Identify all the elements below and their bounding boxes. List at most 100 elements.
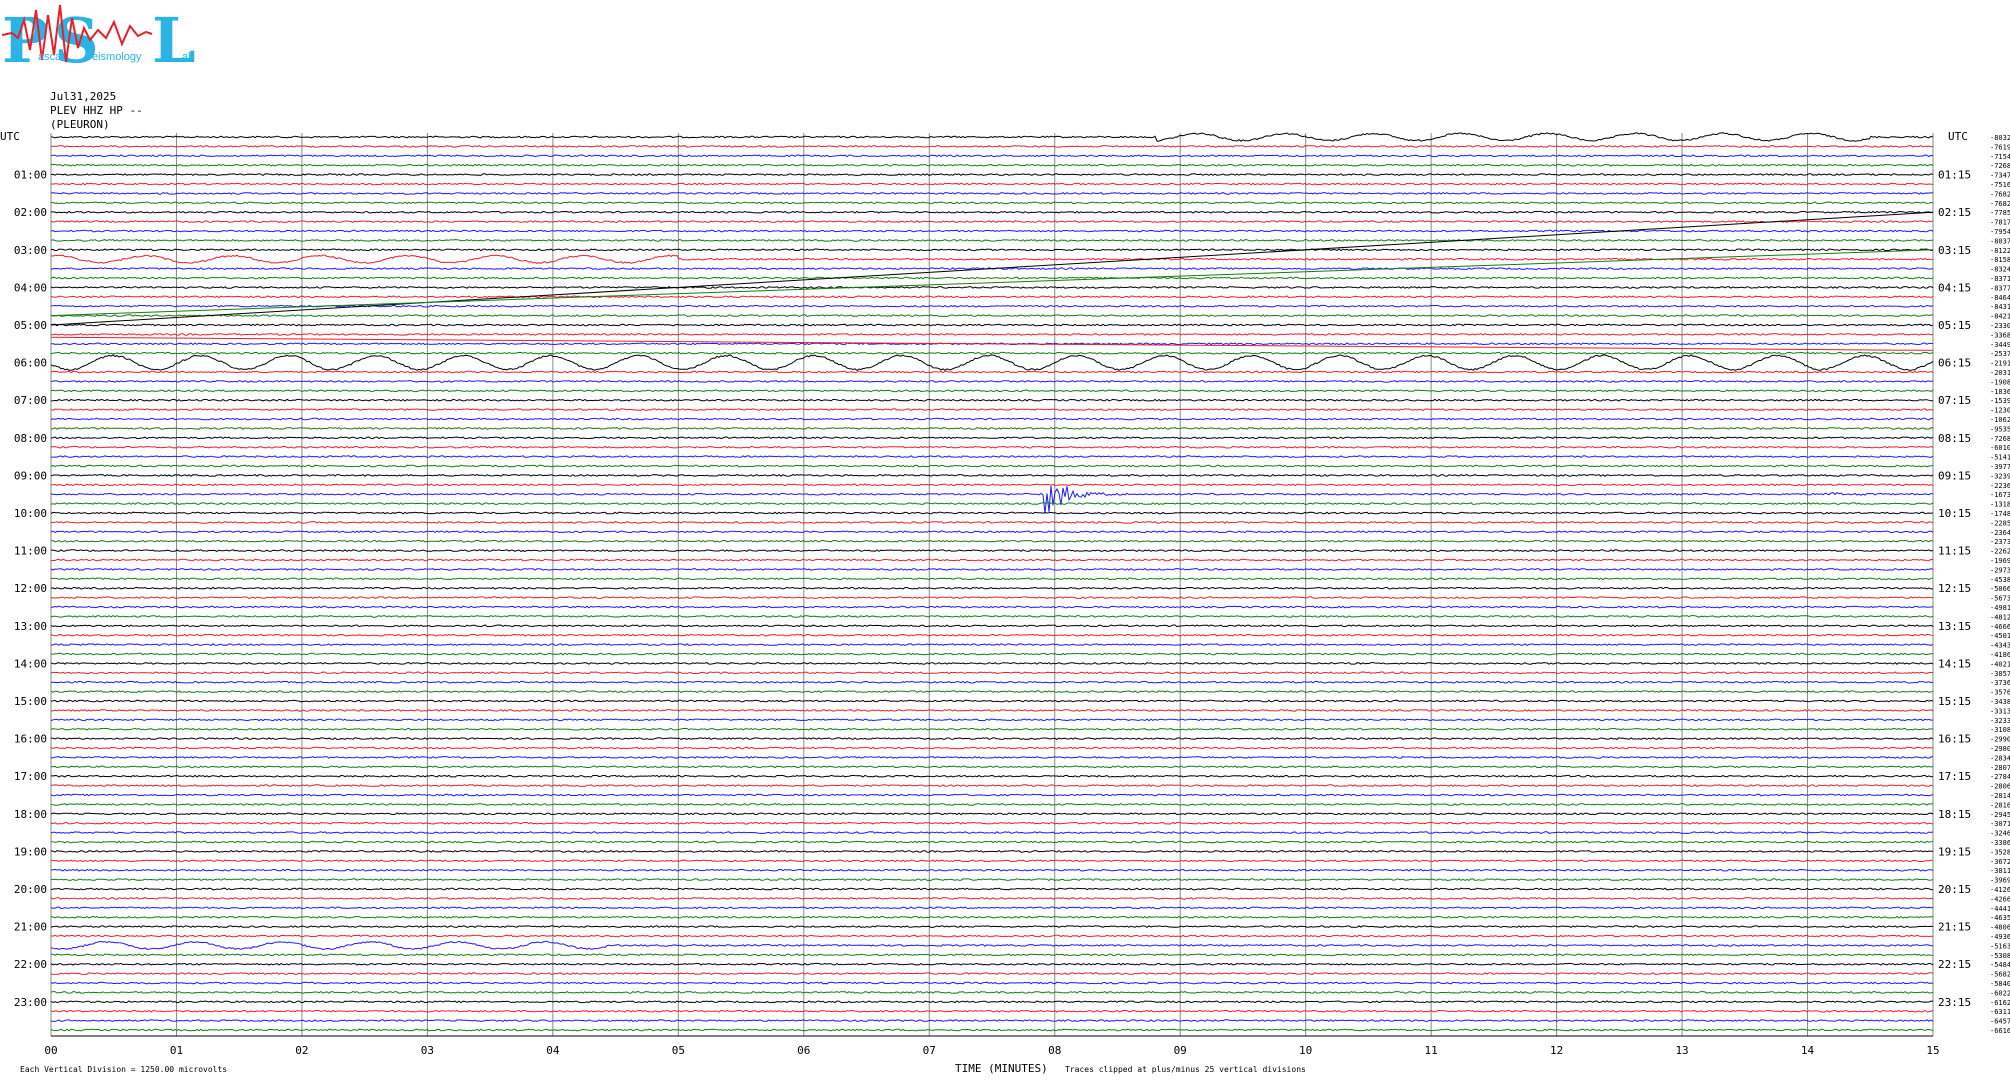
left-hour-label: 13:00 [14,620,47,633]
trace-offset-label: -3857 [1990,670,2010,678]
seismic-trace [50,925,1934,929]
seismic-trace [51,868,1934,872]
station-site: (PLEURON) [50,118,110,131]
left-hour-label: 23:00 [14,996,47,1009]
trace-offset-label: -2945 [1990,811,2010,819]
left-hour-label: 18:00 [14,808,47,821]
left-hour-label: 02:00 [14,206,47,219]
trace-offset-label: -6311 [1990,1008,2010,1016]
seismic-trace [50,417,1934,421]
seismic-trace [50,940,1933,951]
trace-offset-label: -7785 [1990,209,2010,217]
trace-offset-label: -20316 [1990,369,2010,377]
left-hour-label: 12:00 [14,582,47,595]
logo-seismogram-wave [2,4,153,63]
trace-offset-label: -2973 [1990,566,2010,574]
trace-offset-label: -2373 [1990,538,2010,546]
trace-offset-label: -2980 [1990,745,2010,753]
clip-note: Traces clipped at plus/minus 25 vertical… [1065,1065,1306,1074]
x-tick-label: 14 [1801,1044,1815,1057]
seismic-trace [50,398,1934,402]
station-channel: PLEV HHZ HP -- [50,104,143,117]
x-tick-label: 11 [1425,1044,1438,1057]
seismic-trace [50,708,1934,712]
drifting-trace [50,249,1934,317]
trace-offset-label: -4126 [1990,886,2010,894]
logo-subtext-pascal: ascal [38,51,64,63]
seismic-trace [50,132,1934,142]
trace-offset-label: -2807 [1990,764,2010,772]
x-tick-label: 07 [923,1044,936,1057]
x-axis-title: TIME (MINUTES) [955,1062,1048,1075]
seismic-trace [50,539,1934,543]
trace-offset-label: -4666 [1990,623,2010,631]
trace-offset-label: -10625 [1990,416,2010,424]
left-hour-label: 03:00 [14,244,47,257]
left-hour-label: 20:00 [14,883,47,896]
trace-offset-label: -8122 [1990,247,2010,255]
seismic-trace [50,821,1934,825]
record-date: Jul31,2025 [50,90,117,103]
seismic-trace [50,163,1934,167]
left-hour-label: 06:00 [14,357,47,370]
seismic-trace [50,680,1934,684]
trace-offset-label: -4186 [1990,651,2010,659]
seismic-trace [50,380,1934,383]
trace-offset-label: -3528 [1990,848,2010,856]
trace-offset-label: -12303 [1990,407,2010,415]
trace-offset-label: -7516 [1990,181,2010,189]
trace-offset-label: -3672 [1990,858,2010,866]
right-hour-label: 04:15 [1938,281,1971,294]
seismic-trace [50,878,1934,882]
axis-labels: 00 01 02 03 04 05 06 07 08 09 10 11 12 13 14 15 UTC UTC 01… [0,130,2010,1057]
seismic-trace [50,173,1934,177]
trace-offset-label: -25379 [1990,350,2010,358]
seismic-trace [50,220,1934,223]
seismic-trace [50,332,1934,336]
seismic-trace [50,485,1934,514]
time-grid [50,133,1934,1037]
right-hour-label: 15:15 [1938,695,1971,708]
x-tick-label: 10 [1299,1044,1312,1057]
right-hour-label: 14:15 [1938,657,1971,670]
trace-offset-label: -2236 [1990,482,2010,490]
trace-offset-label: -4441 [1990,905,2010,913]
seismic-trace [50,520,1934,524]
seismic-trace [50,577,1934,581]
seismic-trace [50,746,1934,750]
x-tick-label: 06 [797,1044,810,1057]
trace-offset-label: -1673 [1990,491,2010,499]
right-hour-label: 19:15 [1938,845,1971,858]
trace-offset-label: -8431 [1990,303,2010,311]
trace-offset-label: -6022 [1990,989,2010,997]
x-tick-label: 00 [44,1044,57,1057]
seismic-trace [50,586,1933,590]
seismic-trace [50,502,1934,506]
trace-offset-label: -2285 [1990,519,2010,527]
trace-offset-label: -7682 [1990,200,2010,208]
trace-offset-label: -7268 [1990,162,2010,170]
trace-offset-label: -7347 [1990,172,2010,180]
seismic-trace [50,915,1934,919]
trace-offset-label: -5484 [1990,961,2010,969]
seismic-trace [50,614,1934,618]
seismic-trace [50,671,1934,675]
trace-offset-label: -7268 [1990,435,2010,443]
trace-offset-label: -19082 [1990,378,2010,386]
trace-offset-label: -3386 [1990,839,2010,847]
trace-offset-label: -3246 [1990,830,2010,838]
seismic-trace [50,661,1934,665]
trace-offset-label: -3576 [1990,689,2010,697]
trace-offset-label: -9535 [1990,425,2010,433]
seismic-trace [50,426,1934,430]
seismic-trace [50,295,1934,299]
trace-offset-label: -8421 [1990,313,2010,321]
trace-offset-label: -8371 [1990,275,2010,283]
right-hour-label: 03:15 [1938,244,1971,257]
seismic-trace [50,201,1934,205]
drifting-trace [50,336,1934,351]
trace-offset-label: -7619 [1990,143,2010,151]
seismic-trace [50,229,1934,233]
trace-offset-label: -4806 [1990,924,2010,932]
trace-offset-label: -2816 [1990,801,2010,809]
